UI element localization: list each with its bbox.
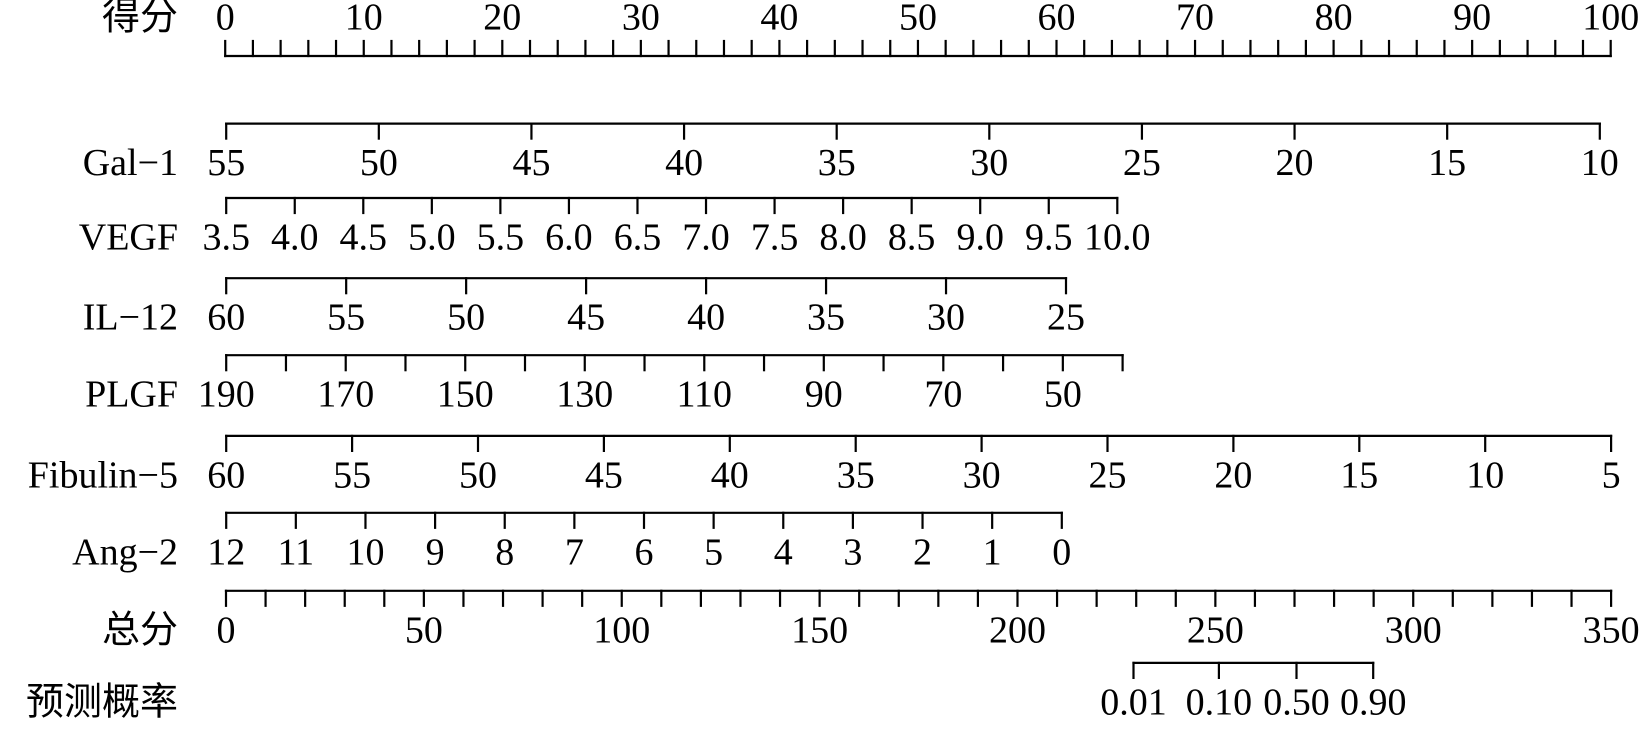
svg-text:40: 40 xyxy=(711,454,749,496)
svg-text:35: 35 xyxy=(818,142,856,184)
svg-text:VEGF: VEGF xyxy=(79,217,178,259)
svg-text:35: 35 xyxy=(807,297,845,339)
svg-text:6.0: 6.0 xyxy=(545,217,593,259)
svg-text:Ang−2: Ang−2 xyxy=(72,531,178,573)
svg-text:25: 25 xyxy=(1123,142,1161,184)
svg-text:100: 100 xyxy=(593,609,650,651)
svg-text:250: 250 xyxy=(1187,609,1244,651)
svg-text:7.5: 7.5 xyxy=(751,217,799,259)
svg-text:10: 10 xyxy=(1581,142,1619,184)
svg-text:50: 50 xyxy=(899,0,937,39)
svg-text:10: 10 xyxy=(345,0,383,39)
svg-text:0.10: 0.10 xyxy=(1186,681,1253,723)
svg-text:9.5: 9.5 xyxy=(1025,217,1073,259)
svg-text:6: 6 xyxy=(635,531,654,573)
svg-text:150: 150 xyxy=(791,609,848,651)
svg-text:8.5: 8.5 xyxy=(888,217,936,259)
svg-text:60: 60 xyxy=(207,297,245,339)
svg-text:10.0: 10.0 xyxy=(1084,217,1151,259)
svg-text:预测概率: 预测概率 xyxy=(26,681,178,723)
svg-text:15: 15 xyxy=(1428,142,1466,184)
svg-text:90: 90 xyxy=(805,374,843,416)
svg-text:9.0: 9.0 xyxy=(956,217,1004,259)
svg-text:5.0: 5.0 xyxy=(408,217,456,259)
svg-text:35: 35 xyxy=(837,454,875,496)
svg-text:3.5: 3.5 xyxy=(202,217,250,259)
svg-text:70: 70 xyxy=(924,374,962,416)
svg-text:8: 8 xyxy=(495,531,514,573)
svg-text:50: 50 xyxy=(1044,374,1082,416)
svg-text:0: 0 xyxy=(216,0,235,39)
svg-text:55: 55 xyxy=(333,454,371,496)
svg-text:PLGF: PLGF xyxy=(85,374,178,416)
svg-text:4: 4 xyxy=(774,531,793,573)
svg-text:25: 25 xyxy=(1089,454,1127,496)
svg-text:4.5: 4.5 xyxy=(340,217,388,259)
svg-text:9: 9 xyxy=(426,531,445,573)
svg-text:90: 90 xyxy=(1453,0,1491,39)
svg-text:2: 2 xyxy=(913,531,932,573)
svg-text:45: 45 xyxy=(512,142,550,184)
svg-text:50: 50 xyxy=(447,297,485,339)
svg-text:40: 40 xyxy=(760,0,798,39)
svg-text:0.50: 0.50 xyxy=(1263,681,1330,723)
svg-text:110: 110 xyxy=(676,374,732,416)
svg-text:1: 1 xyxy=(983,531,1002,573)
svg-text:60: 60 xyxy=(1038,0,1076,39)
svg-text:130: 130 xyxy=(556,374,613,416)
svg-text:5: 5 xyxy=(704,531,723,573)
svg-text:200: 200 xyxy=(989,609,1046,651)
svg-text:40: 40 xyxy=(687,297,725,339)
svg-text:150: 150 xyxy=(437,374,494,416)
svg-text:15: 15 xyxy=(1340,454,1378,496)
svg-text:20: 20 xyxy=(1214,454,1252,496)
svg-text:11: 11 xyxy=(278,531,315,573)
svg-text:50: 50 xyxy=(459,454,497,496)
svg-text:300: 300 xyxy=(1385,609,1442,651)
svg-text:7.0: 7.0 xyxy=(682,217,730,259)
svg-text:55: 55 xyxy=(207,142,245,184)
svg-text:50: 50 xyxy=(405,609,443,651)
svg-text:40: 40 xyxy=(665,142,703,184)
svg-text:5.5: 5.5 xyxy=(477,217,525,259)
svg-text:70: 70 xyxy=(1176,0,1214,39)
svg-text:Fibulin−5: Fibulin−5 xyxy=(28,454,178,496)
svg-text:0: 0 xyxy=(217,609,236,651)
svg-text:0.01: 0.01 xyxy=(1100,681,1167,723)
svg-text:得分: 得分 xyxy=(102,0,178,39)
svg-text:10: 10 xyxy=(1466,454,1504,496)
svg-text:总分: 总分 xyxy=(102,609,178,651)
svg-text:20: 20 xyxy=(1276,142,1314,184)
svg-text:8.0: 8.0 xyxy=(819,217,867,259)
svg-text:5: 5 xyxy=(1602,454,1621,496)
svg-text:170: 170 xyxy=(317,374,374,416)
svg-text:Gal−1: Gal−1 xyxy=(83,142,178,184)
svg-text:0.90: 0.90 xyxy=(1340,681,1407,723)
svg-text:30: 30 xyxy=(622,0,660,39)
svg-text:4.0: 4.0 xyxy=(271,217,319,259)
svg-text:30: 30 xyxy=(970,142,1008,184)
svg-text:3: 3 xyxy=(843,531,862,573)
svg-text:10: 10 xyxy=(346,531,384,573)
svg-text:25: 25 xyxy=(1047,297,1085,339)
svg-text:80: 80 xyxy=(1315,0,1353,39)
svg-text:100: 100 xyxy=(1582,0,1639,39)
svg-text:7: 7 xyxy=(565,531,584,573)
svg-text:190: 190 xyxy=(198,374,255,416)
svg-text:30: 30 xyxy=(927,297,965,339)
svg-text:30: 30 xyxy=(963,454,1001,496)
svg-text:45: 45 xyxy=(585,454,623,496)
svg-text:0: 0 xyxy=(1052,531,1071,573)
svg-text:IL−12: IL−12 xyxy=(83,297,178,339)
svg-text:45: 45 xyxy=(567,297,605,339)
svg-text:55: 55 xyxy=(327,297,365,339)
svg-text:50: 50 xyxy=(360,142,398,184)
svg-text:60: 60 xyxy=(207,454,245,496)
svg-text:6.5: 6.5 xyxy=(614,217,662,259)
svg-text:350: 350 xyxy=(1583,609,1640,651)
svg-text:20: 20 xyxy=(483,0,521,39)
svg-text:12: 12 xyxy=(207,531,245,573)
